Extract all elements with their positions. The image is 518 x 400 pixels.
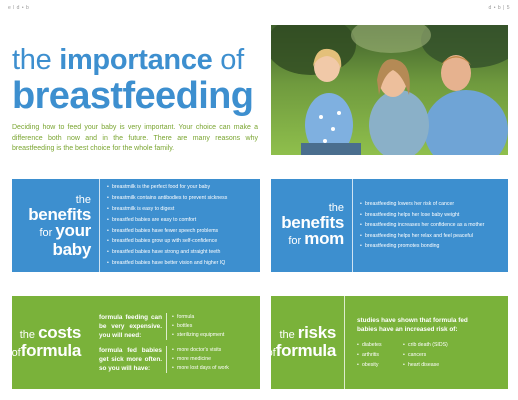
heading-line: for your	[39, 220, 91, 241]
heading-word: risks	[297, 322, 337, 342]
benefits-mom-heading: the benefits for mom	[271, 179, 353, 272]
list-item: breastfeeding helps her relax and feel p…	[360, 231, 484, 242]
heading-word: formula	[20, 340, 82, 360]
costs-formula-heading: the costs offormula	[12, 296, 89, 389]
heading-word: costs	[38, 322, 81, 342]
benefits-baby-list: breastmilk is the perfect food for your …	[100, 179, 227, 272]
heading-word: for	[288, 235, 302, 247]
cost-list: formula bottles sterilizing equipment	[167, 313, 224, 340]
list-item: breastfeeding lowers her risk of cancer	[360, 199, 484, 210]
heading-word: your	[55, 220, 91, 240]
costs-formula-body: formula feeding can be very expensive. y…	[89, 296, 229, 389]
list-item: breastfed babies are easy to comfort	[107, 215, 227, 226]
list-item: arthritis	[357, 350, 401, 360]
heading-word: baby	[52, 239, 92, 259]
heading-line: for mom	[288, 229, 344, 249]
intro-paragraph: Deciding how to feed your baby is very i…	[12, 124, 258, 152]
risks-formula-heading: the risks offormula	[267, 296, 345, 389]
list-item: breastfed babies grow up with self-confi…	[107, 236, 227, 247]
list-item: more doctor's visits	[172, 346, 229, 355]
list-item: breastfeeding helps her lose baby weight	[360, 210, 484, 221]
heading-word: the	[75, 193, 91, 206]
list-item: breastfed babies have fewer speech probl…	[107, 226, 227, 237]
heading-line: offormula	[266, 340, 337, 361]
title-word-importance: importance	[59, 44, 213, 76]
page-title: the importance of breastfeeding	[12, 44, 257, 116]
list-item: sterilizing equipment	[172, 331, 224, 340]
cost-question: formula feeding can be very expensive. y…	[99, 312, 167, 340]
risks-formula-panel: the risks offormula studies have shown t…	[267, 296, 508, 389]
list-item: breastmilk is the perfect food for your …	[107, 182, 227, 193]
heading-word: the	[279, 328, 295, 341]
page-corner-label-right: d • b | 5	[488, 5, 510, 11]
page-corner-label-left: e l d • b	[8, 5, 30, 11]
cost-question: formula fed babies get sick more often. …	[99, 345, 167, 373]
risks-intro: studies have shown that formula fed babi…	[357, 316, 468, 333]
costs-formula-panel: the costs offormula formula feeding can …	[12, 296, 260, 389]
list-item: breastfed babies have strong and straigh…	[107, 247, 227, 258]
heading-word: mom	[304, 229, 344, 248]
list-item: more lost days of work	[172, 364, 229, 373]
risks-formula-body: studies have shown that formula fed babi…	[345, 296, 479, 389]
risks-list: diabetes crib death (SIDS) arthritis can…	[357, 340, 479, 370]
heading-word: formula	[275, 340, 337, 360]
heading-word: of	[266, 346, 276, 359]
heading-word: benefits	[28, 204, 91, 224]
list-item: heart disease	[403, 360, 473, 370]
benefits-mom-panel: the benefits for mom breastfeeding lower…	[271, 179, 508, 272]
title-word-of: of	[220, 44, 244, 76]
heading-word: the	[19, 328, 36, 341]
list-item: crib death (SIDS)	[403, 340, 473, 350]
heading-line: the costs	[19, 322, 82, 343]
heading-word: benefits	[281, 213, 344, 232]
family-photo	[271, 25, 508, 155]
list-item: obesity	[357, 360, 401, 370]
benefits-mom-list: breastfeeding lowers her risk of cancer …	[353, 179, 484, 272]
family-photo-icon	[271, 25, 508, 155]
list-item: diabetes	[357, 340, 401, 350]
list-item: cancers	[403, 350, 473, 360]
list-item: breastmilk is easy to digest	[107, 204, 227, 215]
list-item: breastfeeding promotes bonding	[360, 241, 484, 252]
list-item: more medicine	[172, 355, 229, 364]
heading-word: the	[328, 202, 344, 214]
heading-line: offormula	[11, 340, 82, 361]
heading-word: for	[39, 226, 53, 239]
title-line-2: breastfeeding	[12, 75, 254, 117]
list-item: breastfed babies have better vision and …	[107, 258, 227, 269]
title-line-1: the importance of	[12, 44, 257, 76]
heading-word: of	[11, 346, 21, 359]
heading-line: the risks	[279, 322, 337, 343]
cost-list: more doctor's visits more medicine more …	[167, 346, 229, 373]
list-item: breastfeeding increases her confidence a…	[360, 220, 484, 231]
benefits-baby-panel: the benefits for your baby breastmilk is…	[12, 179, 260, 272]
cost-row-expense: formula feeding can be very expensive. y…	[99, 312, 229, 340]
list-item: formula	[172, 313, 224, 322]
list-item: bottles	[172, 322, 224, 331]
benefits-baby-heading: the benefits for your baby	[12, 179, 100, 272]
title-word-the: the	[12, 44, 52, 76]
list-item: breastmilk contains antibodies to preven…	[107, 193, 227, 204]
cost-row-sickness: formula fed babies get sick more often. …	[99, 345, 229, 373]
